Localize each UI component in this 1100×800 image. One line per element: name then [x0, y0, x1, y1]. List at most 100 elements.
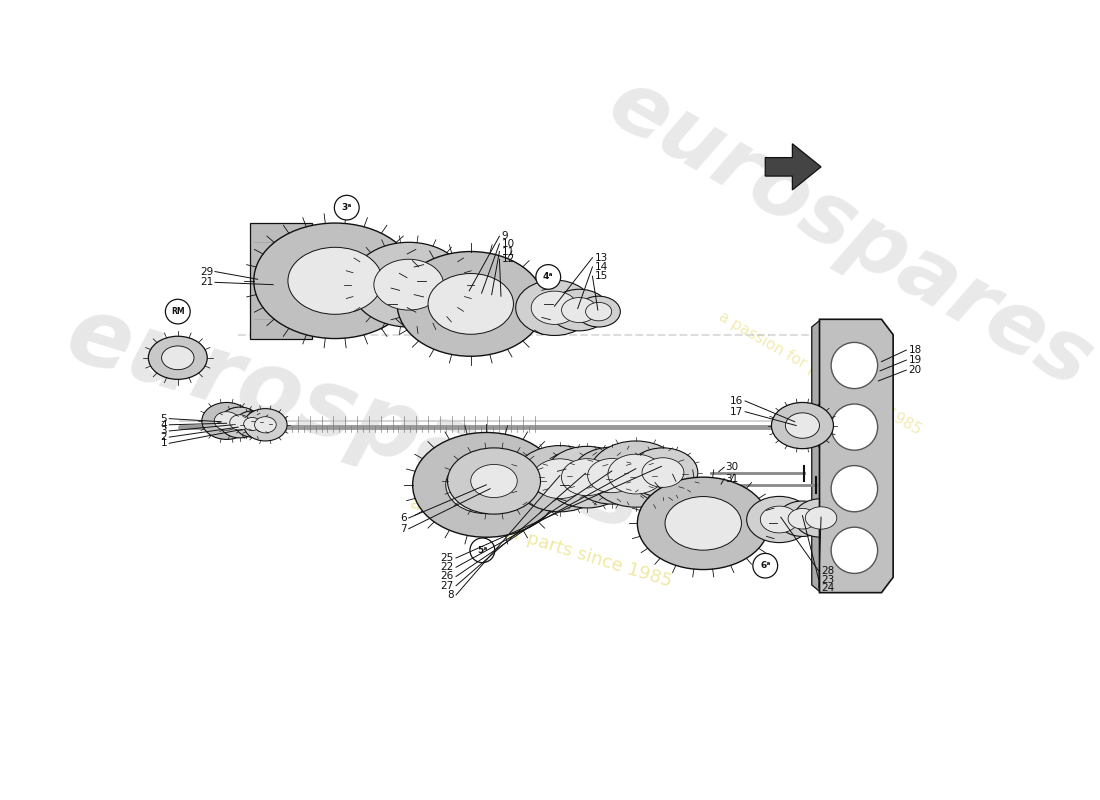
Text: a passion for parts since 1985: a passion for parts since 1985	[716, 309, 923, 438]
Ellipse shape	[446, 456, 527, 514]
Text: 27: 27	[440, 581, 453, 590]
Text: 30: 30	[725, 462, 738, 472]
Ellipse shape	[446, 279, 488, 306]
Ellipse shape	[562, 298, 597, 322]
Text: 15: 15	[595, 271, 608, 281]
Text: 24: 24	[821, 583, 834, 593]
Ellipse shape	[576, 296, 620, 327]
Ellipse shape	[462, 283, 498, 306]
Text: 1: 1	[161, 438, 167, 448]
Circle shape	[832, 404, 878, 450]
Text: 19: 19	[909, 355, 922, 365]
Circle shape	[832, 342, 878, 389]
Ellipse shape	[747, 496, 812, 542]
Ellipse shape	[428, 274, 514, 334]
Text: 3ᵃ: 3ᵃ	[342, 203, 352, 212]
Text: RM: RM	[170, 307, 185, 316]
Ellipse shape	[230, 414, 250, 430]
Circle shape	[536, 265, 561, 290]
Text: 28: 28	[821, 566, 834, 576]
Text: 31: 31	[725, 474, 738, 484]
Ellipse shape	[469, 288, 492, 302]
Text: 6: 6	[400, 513, 407, 523]
Ellipse shape	[666, 497, 741, 550]
Ellipse shape	[454, 285, 480, 300]
Ellipse shape	[531, 291, 578, 324]
Circle shape	[334, 195, 359, 220]
Text: 29: 29	[200, 266, 213, 277]
Text: 26: 26	[440, 571, 453, 582]
Text: 5: 5	[161, 414, 167, 424]
Ellipse shape	[214, 412, 239, 430]
Ellipse shape	[397, 251, 544, 356]
Ellipse shape	[590, 441, 682, 507]
Text: 14: 14	[595, 262, 608, 272]
Ellipse shape	[471, 465, 517, 498]
Circle shape	[752, 554, 778, 578]
Ellipse shape	[162, 346, 194, 370]
Text: 4ᵃ: 4ᵃ	[543, 273, 553, 282]
Ellipse shape	[778, 501, 827, 537]
Circle shape	[165, 299, 190, 324]
Ellipse shape	[608, 454, 663, 494]
Polygon shape	[820, 319, 893, 593]
Ellipse shape	[587, 458, 636, 493]
Text: 7: 7	[400, 524, 407, 534]
Ellipse shape	[148, 336, 207, 379]
Text: eurospares: eurospares	[594, 62, 1100, 406]
Ellipse shape	[244, 418, 261, 430]
Ellipse shape	[516, 280, 593, 335]
Ellipse shape	[550, 290, 608, 331]
Ellipse shape	[482, 290, 500, 302]
Ellipse shape	[771, 402, 834, 449]
Ellipse shape	[288, 247, 383, 314]
Ellipse shape	[760, 506, 799, 533]
Ellipse shape	[254, 223, 417, 338]
Text: 3: 3	[161, 426, 167, 436]
Ellipse shape	[788, 509, 817, 529]
Text: 22: 22	[440, 562, 453, 572]
Ellipse shape	[448, 448, 540, 514]
Ellipse shape	[785, 413, 820, 438]
Text: 17: 17	[730, 406, 744, 417]
Text: 13: 13	[595, 253, 608, 262]
Polygon shape	[812, 319, 821, 593]
Ellipse shape	[642, 458, 684, 487]
Text: 25: 25	[440, 553, 453, 563]
Ellipse shape	[561, 458, 613, 496]
Ellipse shape	[572, 447, 652, 504]
Polygon shape	[766, 144, 821, 190]
Text: 6ᵃ: 6ᵃ	[760, 562, 770, 570]
Ellipse shape	[488, 290, 514, 305]
Text: 9: 9	[502, 231, 508, 241]
Ellipse shape	[628, 448, 697, 497]
Ellipse shape	[201, 402, 252, 439]
Text: 10: 10	[502, 239, 515, 249]
Ellipse shape	[514, 446, 606, 512]
Text: 2: 2	[161, 432, 167, 442]
Ellipse shape	[637, 477, 769, 570]
Ellipse shape	[351, 242, 466, 327]
Ellipse shape	[254, 417, 276, 433]
Text: 21: 21	[200, 278, 213, 287]
Ellipse shape	[794, 498, 848, 538]
Ellipse shape	[805, 506, 837, 529]
Text: 23: 23	[821, 574, 834, 585]
Ellipse shape	[412, 433, 560, 538]
Text: 11: 11	[502, 246, 515, 257]
Circle shape	[470, 538, 495, 562]
Text: a passion for parts since 1985: a passion for parts since 1985	[407, 494, 673, 591]
Ellipse shape	[475, 287, 506, 306]
Text: 4: 4	[161, 420, 167, 430]
Ellipse shape	[235, 411, 270, 437]
Polygon shape	[250, 223, 312, 338]
Ellipse shape	[374, 259, 443, 310]
Text: 20: 20	[909, 365, 922, 375]
Ellipse shape	[494, 294, 508, 302]
Text: 16: 16	[730, 396, 744, 406]
Ellipse shape	[532, 459, 587, 498]
Text: 8: 8	[447, 590, 453, 600]
Circle shape	[832, 527, 878, 574]
Circle shape	[832, 466, 878, 512]
Ellipse shape	[220, 407, 260, 438]
